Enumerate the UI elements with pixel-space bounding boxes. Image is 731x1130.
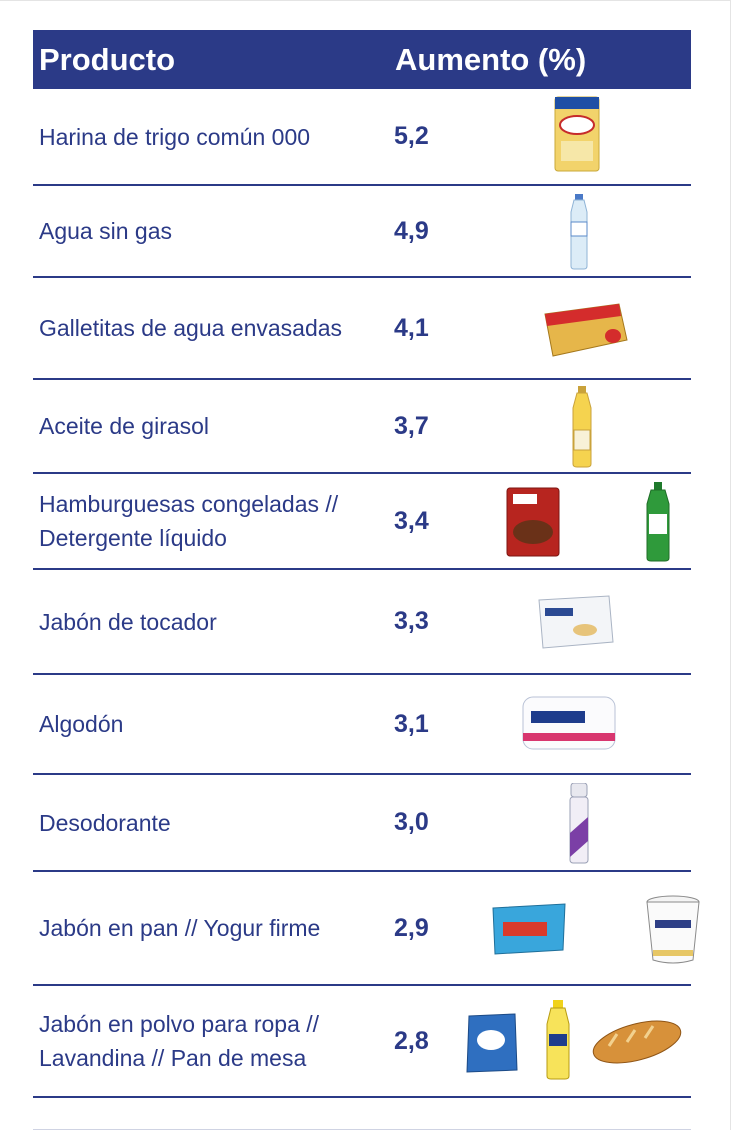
flour-bag-icon [553, 95, 601, 173]
increase-value: 3,4 [394, 506, 429, 535]
table-row: Jabón en pan // Yogur firme 2,9 [33, 872, 700, 986]
product-name: Jabón en pan // Yogur firme [39, 915, 321, 941]
header-increase: Aumento (%) [395, 41, 587, 77]
product-name: Hamburguesas congeladas // Detergente lí… [39, 491, 339, 551]
product-name: Aceite de girasol [39, 413, 210, 439]
table-row: Hamburguesas congeladas // Detergente lí… [33, 474, 691, 570]
cotton-pack-icon [521, 693, 617, 753]
soap-bar-box-icon [535, 594, 615, 650]
deodorant-can-icon [567, 782, 591, 865]
table-row: Jabón en polvo para ropa // Lavandina //… [33, 986, 691, 1098]
table-row: Aceite de girasol 3,7 [33, 380, 691, 474]
increase-value: 2,9 [394, 913, 429, 942]
table-row: Agua sin gas 4,9 [33, 186, 691, 278]
table-row: Jabón de tocador 3,3 [33, 570, 691, 675]
increase-value: 2,8 [394, 1026, 429, 1055]
table-row: Harina de trigo común 000 5,2 [33, 89, 691, 186]
increase-value: 3,0 [394, 808, 429, 836]
product-name: Galletitas de agua envasadas [39, 315, 343, 341]
water-bottle-icon [567, 194, 591, 270]
price-increase-table: Producto Aumento (%) Harina de trigo com… [33, 30, 700, 1098]
product-name: Jabón de tocador [39, 608, 217, 635]
increase-value: 5,2 [394, 122, 429, 150]
increase-value: 3,3 [394, 607, 429, 635]
table-row: Galletitas de agua envasadas 4,1 [33, 278, 691, 380]
increase-value: 4,1 [394, 313, 429, 342]
burger-box-icon [505, 486, 561, 558]
crackers-pack-icon [539, 300, 629, 360]
detergent-powder-bag-icon [465, 1010, 519, 1074]
header-product: Producto [39, 41, 176, 77]
bleach-bottle-icon [543, 1000, 573, 1080]
frame-top-border [0, 0, 731, 1]
product-name: Agua sin gas [39, 218, 172, 244]
table-row: Desodorante 3,0 [33, 775, 691, 872]
table-row: Algodón 3,1 [33, 675, 691, 775]
detergent-bottle-icon [643, 482, 673, 562]
bread-loaf-icon [589, 1016, 685, 1066]
product-name: Algodón [39, 711, 124, 737]
oil-bottle-icon [569, 386, 595, 468]
increase-value: 3,7 [394, 411, 429, 440]
table-header: Producto Aumento (%) [33, 30, 691, 89]
increase-value: 3,1 [394, 709, 429, 738]
yogurt-cup-icon [645, 894, 701, 966]
bar-soap-box-icon [489, 900, 569, 958]
increase-value: 4,9 [394, 216, 429, 245]
product-name: Harina de trigo común 000 [39, 123, 311, 150]
product-name: Desodorante [39, 809, 171, 836]
product-name: Jabón en polvo para ropa // Lavandina //… [39, 1011, 320, 1071]
